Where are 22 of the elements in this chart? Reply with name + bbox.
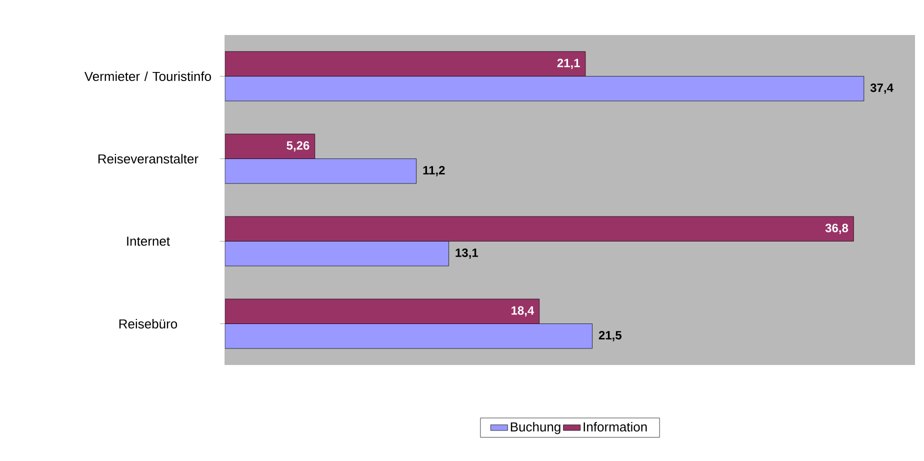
- data-label: 37,4: [870, 84, 894, 94]
- data-label: 5,26: [286, 141, 310, 152]
- data-label: 18,4: [512, 306, 534, 316]
- y-tick-label: Vermieter / Touristinfo: [84, 71, 212, 82]
- data-label: 13,1: [456, 248, 478, 259]
- bar: [225, 324, 592, 349]
- y-tick-label: Reisebüro: [119, 318, 178, 329]
- data-label: 11,2: [423, 166, 445, 176]
- bar: [225, 76, 864, 102]
- legend-label: Information: [584, 422, 647, 432]
- data-label: 21,1: [557, 58, 580, 69]
- bar: [225, 241, 449, 266]
- bar: [225, 298, 540, 324]
- legend-label: Buchung: [510, 422, 560, 434]
- bar: [225, 158, 417, 184]
- data-label: 21,5: [598, 330, 622, 342]
- y-tick-label: Internet: [127, 236, 170, 246]
- y-tick-label: Reiseveranstalter: [98, 154, 198, 164]
- bar: [225, 216, 854, 242]
- bar: [225, 134, 316, 159]
- data-label: 36,8: [825, 224, 848, 234]
- bar: [225, 51, 586, 76]
